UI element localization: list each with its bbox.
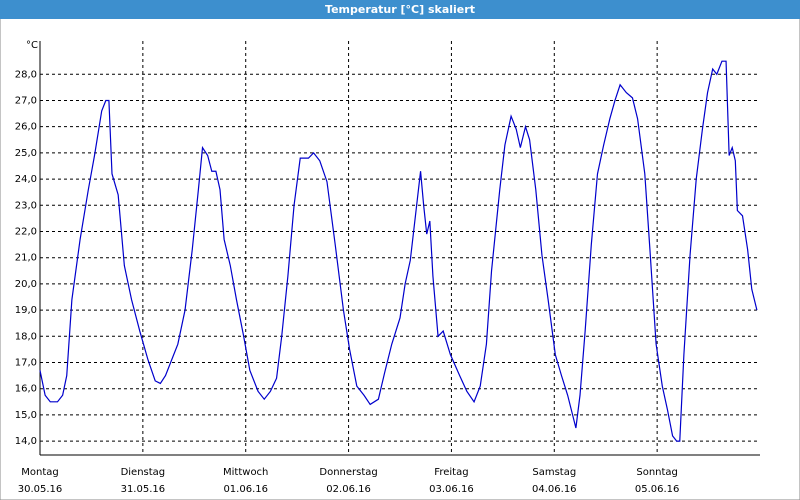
x-tick-date: 05.06.16 bbox=[635, 484, 680, 495]
y-tick-label: 28,0 bbox=[15, 69, 37, 80]
y-tick-label: 19,0 bbox=[15, 305, 37, 316]
title-bar bbox=[0, 0, 800, 19]
y-tick-label: 14,0 bbox=[15, 436, 37, 447]
x-tick-date: 02.06.16 bbox=[326, 484, 371, 495]
x-tick-date: 04.06.16 bbox=[532, 484, 577, 495]
x-tick-date: 03.06.16 bbox=[429, 484, 474, 495]
y-tick-label: 27,0 bbox=[15, 95, 37, 106]
y-tick-label: 22,0 bbox=[15, 226, 37, 237]
x-tick-label: Samstag bbox=[532, 467, 576, 478]
y-tick-label: 20,0 bbox=[15, 279, 37, 290]
y-tick-label: 17,0 bbox=[15, 358, 37, 369]
chart-title: Temperatur [°C] skaliert bbox=[325, 3, 475, 16]
x-tick-label: Dienstag bbox=[121, 467, 166, 478]
plot-area: 14,0 15,0 16,0 17,0 18,0 19,0 20,0 21,0 22,0 23,0… bbox=[15, 41, 760, 495]
y-tick-label: 24,0 bbox=[15, 174, 37, 185]
x-tick-date: 31.05.16 bbox=[121, 484, 166, 495]
x-tick-label: Donnerstag bbox=[319, 467, 377, 478]
y-tick-label: 26,0 bbox=[15, 122, 37, 133]
x-tick-label: Sonntag bbox=[636, 467, 678, 478]
y-tick-label: 18,0 bbox=[15, 331, 37, 342]
x-tick-label: Montag bbox=[21, 467, 58, 478]
y-tick-label: 25,0 bbox=[15, 148, 37, 159]
x-tick-date: 01.06.16 bbox=[223, 484, 268, 495]
y-tick-label: 16,0 bbox=[15, 384, 37, 395]
temperature-line bbox=[39, 60, 758, 442]
y-tick-label: 15,0 bbox=[15, 410, 37, 421]
y-unit: °C bbox=[26, 40, 38, 51]
y-tick-label: 23,0 bbox=[15, 200, 37, 211]
x-tick-date: 30.05.16 bbox=[18, 484, 63, 495]
x-tick-label: Mittwoch bbox=[223, 467, 268, 478]
x-tick-label: Freitag bbox=[434, 467, 468, 478]
y-tick-label: 21,0 bbox=[15, 253, 37, 264]
